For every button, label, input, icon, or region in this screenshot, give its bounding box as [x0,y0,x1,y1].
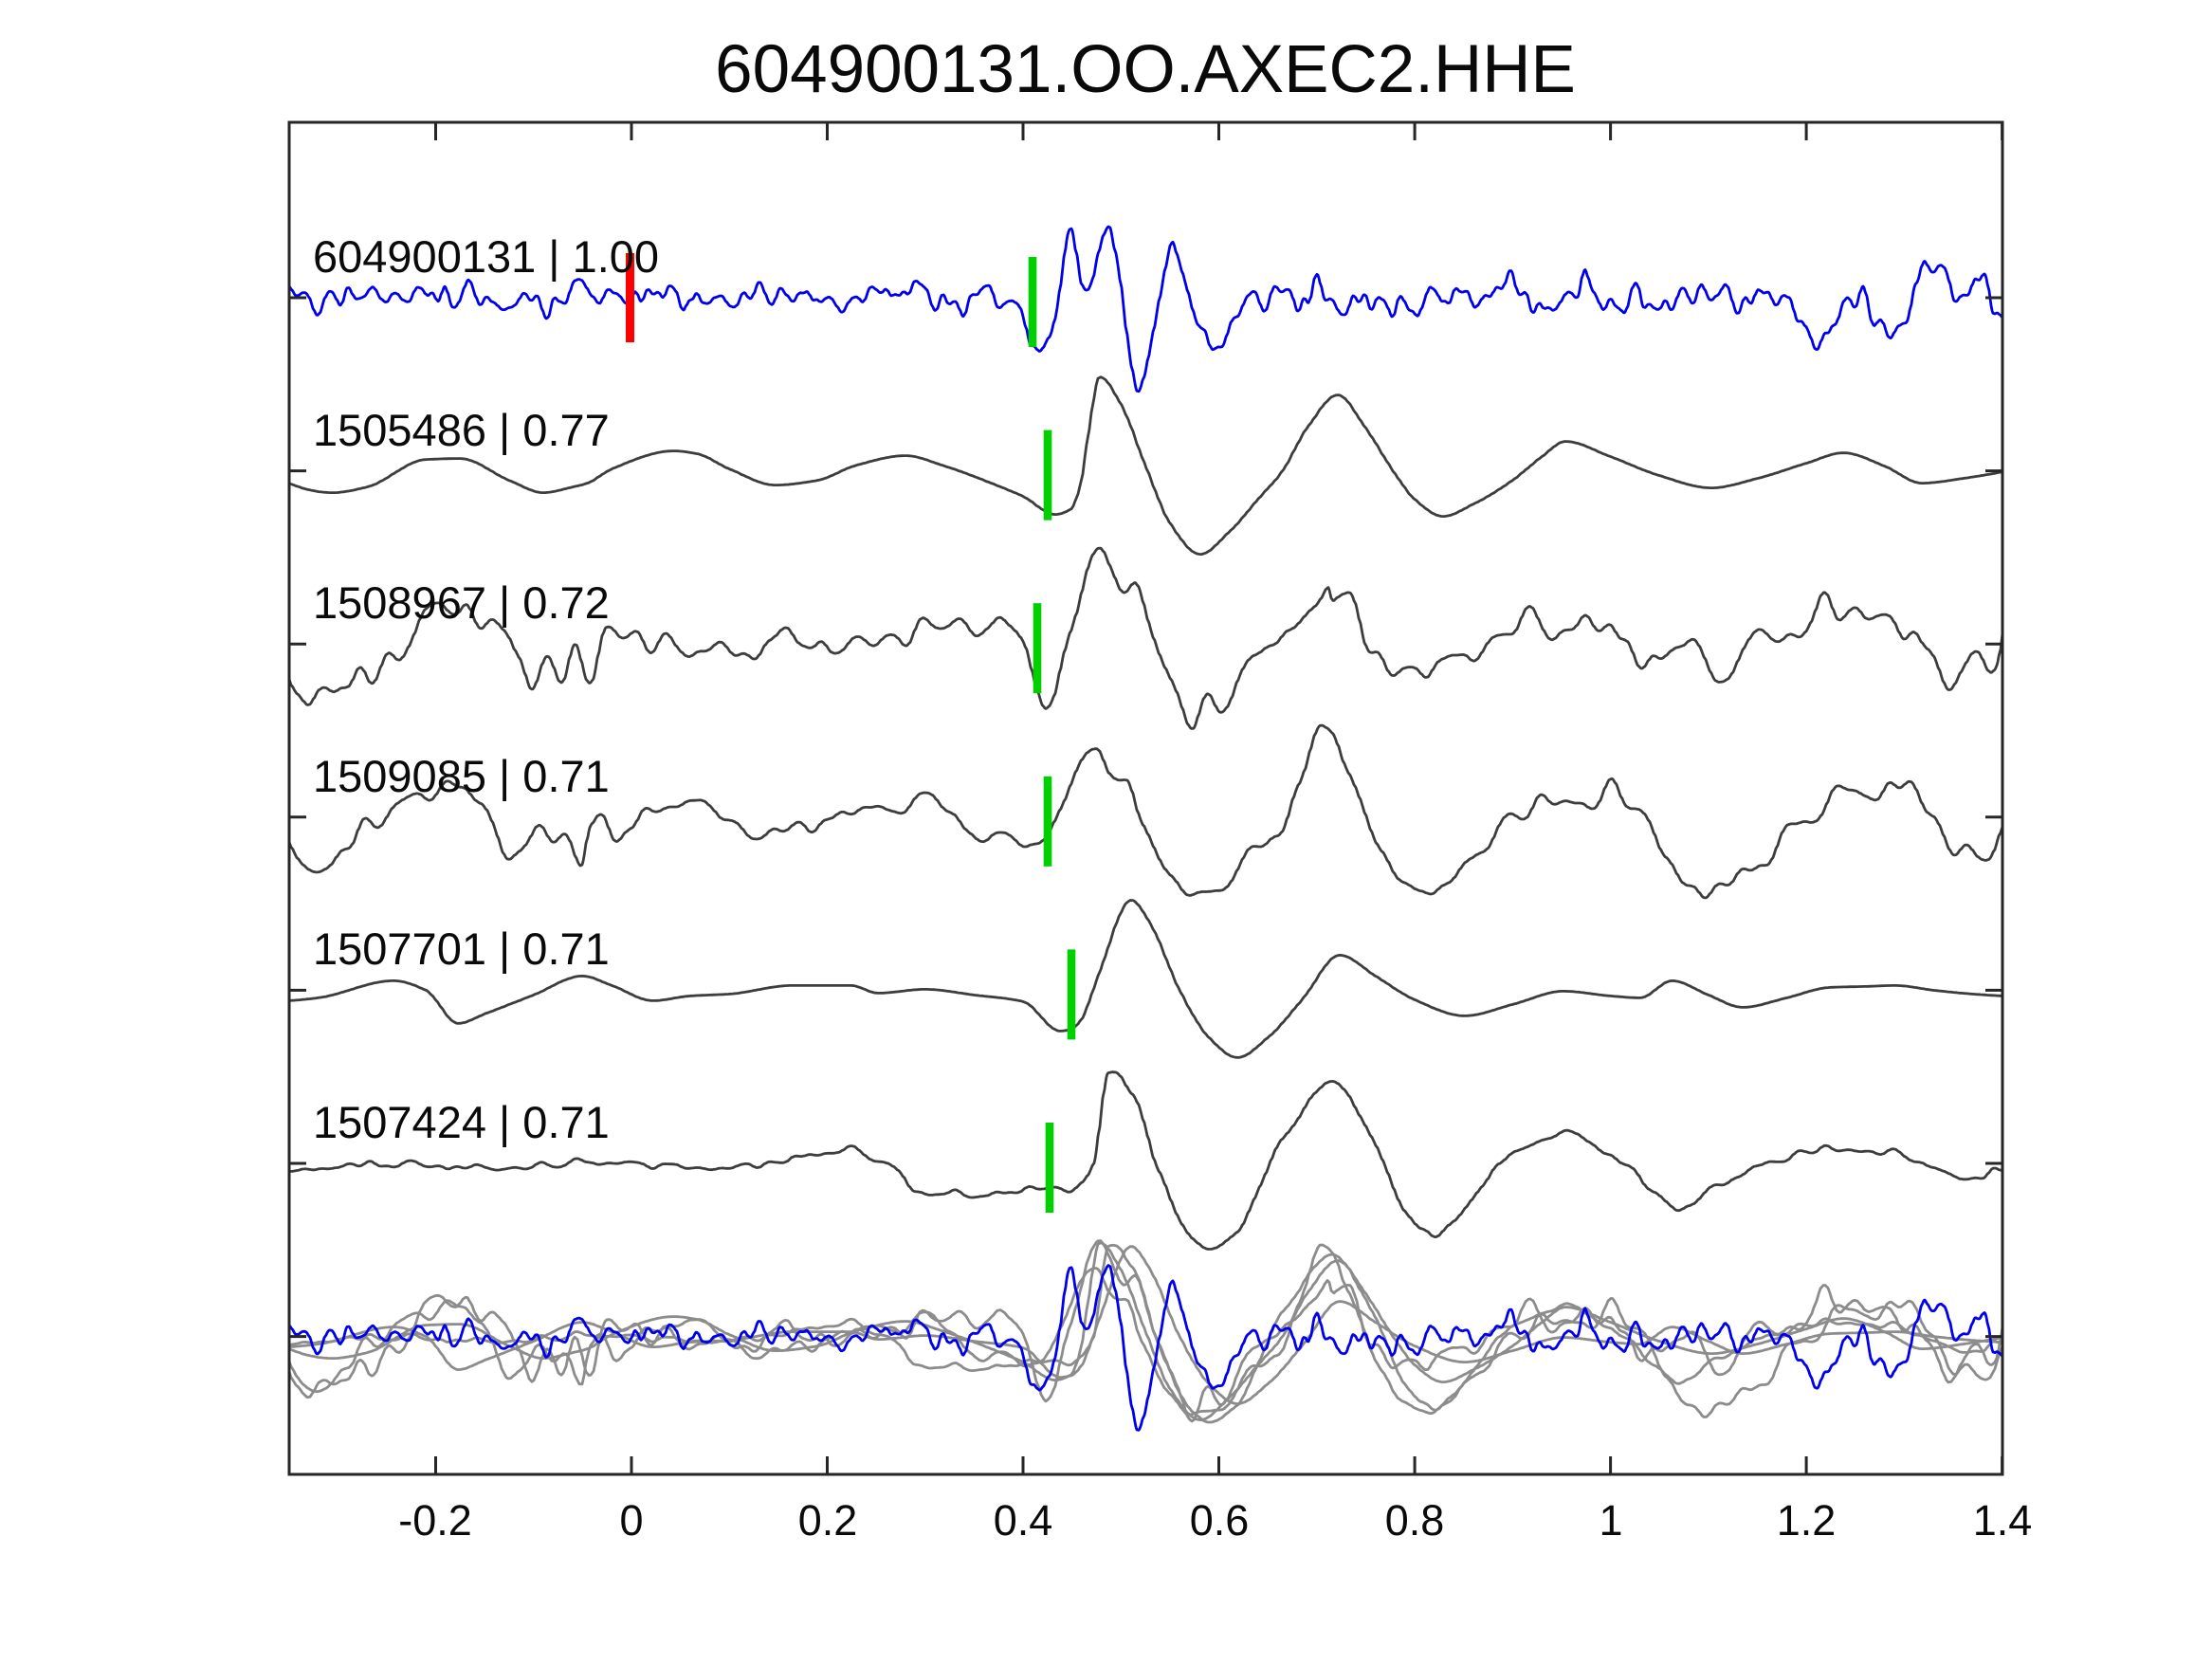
svg-text:0.6: 0.6 [1190,1496,1250,1545]
svg-text:-0.2: -0.2 [398,1496,472,1545]
svg-text:1505486 | 0.77: 1505486 | 0.77 [313,405,610,455]
svg-text:1508967 | 0.72: 1508967 | 0.72 [313,577,610,628]
svg-text:0.4: 0.4 [994,1496,1053,1545]
svg-text:1509085 | 0.71: 1509085 | 0.71 [313,751,610,801]
svg-text:0.2: 0.2 [798,1496,858,1545]
svg-text:1.4: 1.4 [1973,1496,2033,1545]
svg-text:1507424 | 0.71: 1507424 | 0.71 [313,1097,610,1147]
svg-text:1507701 | 0.71: 1507701 | 0.71 [313,923,610,974]
svg-text:604900131.OO.AXEC2.HHE: 604900131.OO.AXEC2.HHE [715,32,1576,107]
svg-text:604900131 | 1.00: 604900131 | 1.00 [313,231,659,282]
svg-text:1: 1 [1599,1496,1622,1545]
svg-text:1.2: 1.2 [1777,1496,1837,1545]
svg-text:0: 0 [619,1496,643,1545]
svg-text:0.8: 0.8 [1385,1496,1445,1545]
